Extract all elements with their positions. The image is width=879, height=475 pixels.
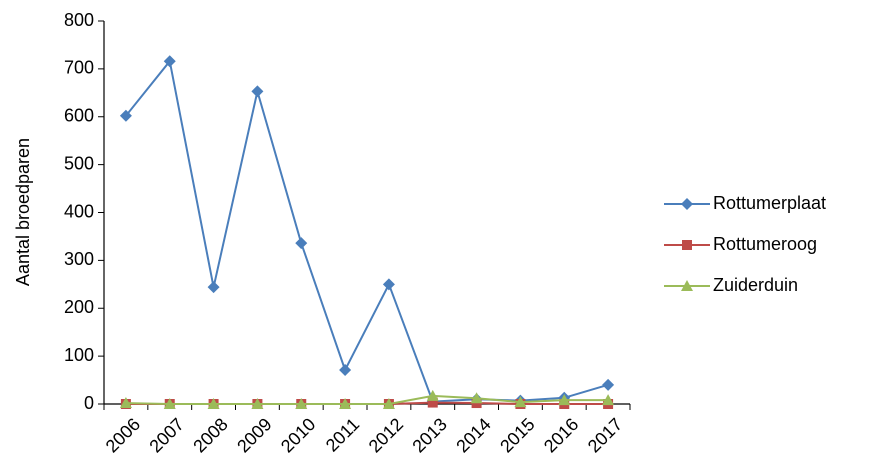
- data-point: [163, 55, 176, 68]
- legend-marker: [682, 240, 692, 250]
- data-point: [119, 397, 132, 409]
- x-tick-label: 2013: [408, 414, 450, 456]
- data-point: [426, 389, 439, 401]
- y-tick-label: 200: [64, 297, 94, 317]
- x-tick-label: 2011: [322, 414, 364, 456]
- data-point: [602, 394, 615, 406]
- data-point: [339, 364, 352, 377]
- legend-marker: [681, 280, 693, 291]
- x-tick-label: 2017: [584, 414, 626, 456]
- x-tick-label: 2006: [102, 414, 144, 456]
- y-tick-label: 0: [84, 393, 94, 413]
- data-point: [382, 398, 395, 409]
- y-axis-label: Aantal broedparen: [13, 138, 33, 286]
- data-point: [602, 378, 615, 391]
- x-tick-label: 2009: [233, 414, 275, 456]
- x-tick-label: 2016: [540, 414, 582, 456]
- legend-label: Zuiderduin: [713, 275, 798, 295]
- y-tick-label: 800: [64, 10, 94, 30]
- data-point: [163, 398, 176, 409]
- data-point: [295, 398, 308, 409]
- data-point: [339, 398, 352, 409]
- y-tick-label: 700: [64, 58, 94, 78]
- series-line: [125, 394, 609, 405]
- x-tick-label: 2012: [365, 414, 407, 456]
- x-tick-label: 2014: [452, 414, 494, 456]
- data-point: [427, 397, 438, 408]
- data-point: [207, 398, 220, 409]
- legend-marker: [681, 198, 693, 210]
- y-tick-label: 400: [64, 201, 94, 221]
- data-point: [514, 396, 527, 408]
- data-point: [558, 394, 571, 406]
- x-tick-label: 2007: [145, 414, 187, 456]
- data-point: [295, 237, 308, 250]
- legend-label: Rottumerplaat: [713, 193, 826, 213]
- x-tick-label: 2008: [189, 414, 231, 456]
- data-point: [470, 392, 483, 404]
- data-point: [207, 281, 220, 294]
- data-point: [251, 398, 264, 409]
- y-tick-label: 300: [64, 249, 94, 269]
- series-line: [125, 58, 609, 403]
- y-tick-label: 500: [64, 153, 94, 173]
- data-point: [251, 85, 264, 98]
- y-tick-label: 100: [64, 345, 94, 365]
- legend-label: Rottumeroog: [713, 234, 817, 254]
- x-tick-label: 2010: [277, 414, 319, 456]
- data-point: [119, 109, 132, 122]
- x-tick-label: 2015: [496, 414, 538, 456]
- data-point: [382, 278, 395, 291]
- y-tick-label: 600: [64, 106, 94, 126]
